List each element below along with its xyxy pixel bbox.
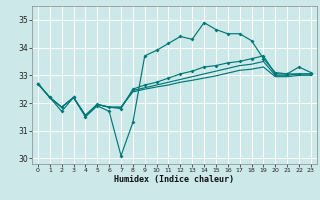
X-axis label: Humidex (Indice chaleur): Humidex (Indice chaleur) [115, 175, 234, 184]
